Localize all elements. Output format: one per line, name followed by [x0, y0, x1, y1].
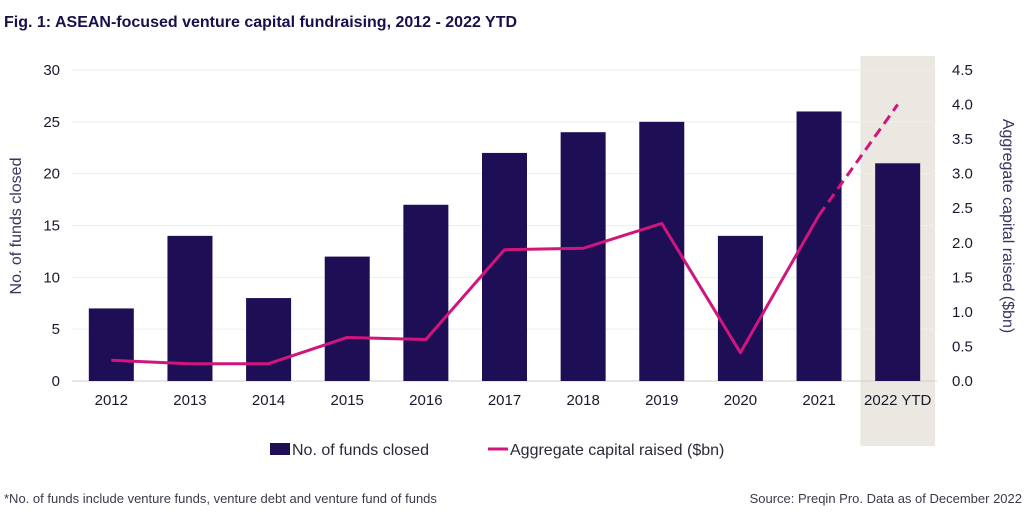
y-tick-label: 20 [43, 166, 60, 183]
x-tick-label: 2021 [802, 392, 835, 409]
y2-tick-label: 0.0 [952, 373, 973, 390]
legend-line-label: Aggregate capital raised ($bn) [510, 442, 724, 459]
x-tick-label: 2018 [566, 392, 599, 409]
y2-tick-label: 2.0 [952, 235, 973, 252]
x-tick-label: 2012 [95, 392, 128, 409]
y-tick-label: 25 [43, 114, 60, 131]
y2-tick-label: 2.5 [952, 200, 973, 217]
x-tick-label: 2014 [252, 392, 285, 409]
legend-bar-swatch [270, 443, 290, 455]
y2-tick-label: 4.5 [952, 62, 973, 79]
bar-funds-closed [88, 308, 134, 381]
bar-funds-closed [403, 204, 449, 381]
y2-tick-label: 0.5 [952, 338, 973, 355]
chart-title: Fig. 1: ASEAN-focused venture capital fu… [4, 14, 518, 31]
y2-tick-label: 1.0 [952, 304, 973, 321]
bar-funds-closed [167, 235, 213, 381]
y-axis-title: No. of funds closed [8, 158, 25, 295]
x-tick-label: 2015 [331, 392, 364, 409]
x-tick-label: 2017 [488, 392, 521, 409]
y-tick-label: 5 [52, 321, 60, 338]
x-tick-label: 2016 [409, 392, 442, 409]
bar-funds-closed [717, 235, 763, 381]
x-tick-label: 2013 [173, 392, 206, 409]
bar-funds-closed [560, 132, 606, 381]
y2-tick-label: 3.5 [952, 131, 973, 148]
bar-funds-closed [324, 256, 370, 381]
bar-funds-closed [796, 111, 842, 381]
x-tick-label: 2020 [724, 392, 757, 409]
legend-bar-label: No. of funds closed [292, 442, 429, 459]
x-tick-label: 2019 [645, 392, 678, 409]
bar-funds-closed [875, 163, 921, 381]
y-tick-label: 30 [43, 62, 60, 79]
line-capital-raised [111, 214, 821, 366]
y2-tick-label: 1.5 [952, 269, 973, 286]
footnote: *No. of funds include venture funds, ven… [4, 491, 437, 506]
legend: No. of funds closed Aggregate capital ra… [270, 442, 724, 459]
y2-tick-label: 3.0 [952, 166, 973, 183]
bar-funds-closed [246, 298, 292, 381]
y2-axis-title: Aggregate capital raised ($bn) [999, 119, 1016, 333]
y-tick-label: 0 [52, 373, 60, 390]
line-capital-raised-ytd [817, 103, 899, 217]
y2-tick-label: 4.0 [952, 97, 973, 114]
y-tick-label: 10 [43, 269, 60, 286]
bar-funds-closed [639, 121, 685, 381]
source-note: Source: Preqin Pro. Data as of December … [749, 491, 1022, 506]
x-tick-label: 2022 YTD [864, 392, 931, 409]
y-tick-label: 15 [43, 218, 60, 235]
